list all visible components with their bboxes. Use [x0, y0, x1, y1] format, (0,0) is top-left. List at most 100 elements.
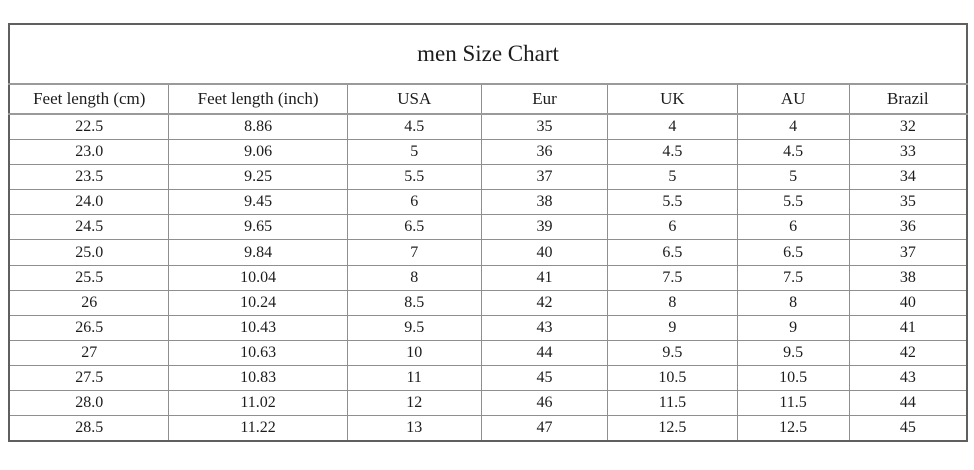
table-row: 27.5 10.83 11 45 10.5 10.5 43	[8, 364, 968, 392]
table-row: 24.5 9.65 6.5 39 6 6 36	[8, 214, 968, 241]
table-cell: 47	[480, 415, 609, 442]
table-cell: 9.06	[168, 139, 348, 166]
table-cell: 43	[480, 314, 609, 341]
table-cell: 11.02	[168, 390, 348, 417]
table-cell: 11	[346, 364, 482, 392]
table-cell: 9.5	[607, 339, 738, 366]
table-cell: 10.43	[168, 314, 348, 341]
table-row: 23.5 9.25 5.5 37 5 5 34	[8, 164, 968, 191]
table-cell: 24.5	[8, 214, 170, 241]
table-cell: 6	[607, 214, 738, 241]
table-cell: 25.0	[8, 239, 170, 266]
men-size-chart-table: men Size Chart Feet length (cm) Feet len…	[8, 23, 968, 443]
table-cell: 40	[480, 239, 609, 266]
table-cell: 10.04	[168, 264, 348, 291]
table-cell: 6	[346, 189, 482, 216]
table-cell: 24.0	[8, 189, 170, 216]
table-cell: 35	[480, 113, 609, 141]
table-cell: 38	[848, 264, 968, 291]
table-cell: 11.5	[736, 390, 850, 417]
table-row: 24.0 9.45 6 38 5.5 5.5 35	[8, 189, 968, 216]
table-cell: 4.5	[736, 139, 850, 166]
table-cell: 23.5	[8, 164, 170, 191]
table-cell: 27.5	[8, 364, 170, 392]
table-cell: 45	[848, 415, 968, 442]
table-cell: 12	[346, 390, 482, 417]
size-chart-container: men Size Chart Feet length (cm) Feet len…	[8, 23, 968, 443]
table-cell: 9.45	[168, 189, 348, 216]
table-cell: 9	[736, 314, 850, 341]
table-cell: 36	[848, 214, 968, 241]
title-row: men Size Chart	[8, 23, 968, 85]
table-cell: 7	[346, 239, 482, 266]
table-cell: 26	[8, 289, 170, 316]
table-cell: 12.5	[736, 415, 850, 442]
table-cell: 6.5	[607, 239, 738, 266]
column-header-feet-cm: Feet length (cm)	[8, 83, 170, 115]
table-cell: 42	[848, 339, 968, 366]
table-cell: 45	[480, 364, 609, 392]
table-cell: 12.5	[607, 415, 738, 442]
table-cell: 9.5	[736, 339, 850, 366]
table-cell: 10.5	[736, 364, 850, 392]
table-cell: 9	[607, 314, 738, 341]
table-cell: 25.5	[8, 264, 170, 291]
table-cell: 36	[480, 139, 609, 166]
table-row: 27 10.63 10 44 9.5 9.5 42	[8, 339, 968, 366]
table-cell: 27	[8, 339, 170, 366]
table-cell: 5	[346, 139, 482, 166]
table-cell: 9.25	[168, 164, 348, 191]
table-cell: 7.5	[607, 264, 738, 291]
table-row: 23.0 9.06 5 36 4.5 4.5 33	[8, 139, 968, 166]
column-header-usa: USA	[346, 83, 482, 115]
table-cell: 5	[607, 164, 738, 191]
table-row: 26 10.24 8.5 42 8 8 40	[8, 289, 968, 316]
column-header-uk: UK	[607, 83, 738, 115]
header-row: Feet length (cm) Feet length (inch) USA …	[8, 83, 968, 115]
table-cell: 8.86	[168, 113, 348, 141]
column-header-eur: Eur	[480, 83, 609, 115]
column-header-au: AU	[736, 83, 850, 115]
table-cell: 44	[480, 339, 609, 366]
table-cell: 10.5	[607, 364, 738, 392]
table-cell: 34	[848, 164, 968, 191]
table-cell: 9.65	[168, 214, 348, 241]
table-cell: 8.5	[346, 289, 482, 316]
table-cell: 10	[346, 339, 482, 366]
table-cell: 7.5	[736, 264, 850, 291]
table-cell: 32	[848, 113, 968, 141]
table-cell: 4	[607, 113, 738, 141]
table-cell: 37	[480, 164, 609, 191]
table-cell: 35	[848, 189, 968, 216]
table-cell: 33	[848, 139, 968, 166]
table-row: 28.0 11.02 12 46 11.5 11.5 44	[8, 390, 968, 417]
table-cell: 44	[848, 390, 968, 417]
table-row: 25.0 9.84 7 40 6.5 6.5 37	[8, 239, 968, 266]
table-cell: 22.5	[8, 113, 170, 141]
table-cell: 5	[736, 164, 850, 191]
table-cell: 10.24	[168, 289, 348, 316]
chart-title: men Size Chart	[8, 23, 968, 85]
table-cell: 4.5	[607, 139, 738, 166]
table-row: 22.5 8.86 4.5 35 4 4 32	[8, 113, 968, 141]
table-cell: 39	[480, 214, 609, 241]
table-cell: 4	[736, 113, 850, 141]
table-row: 25.5 10.04 8 41 7.5 7.5 38	[8, 264, 968, 291]
table-cell: 6.5	[736, 239, 850, 266]
table-cell: 5.5	[346, 164, 482, 191]
table-cell: 8	[346, 264, 482, 291]
table-cell: 41	[480, 264, 609, 291]
table-cell: 41	[848, 314, 968, 341]
table-cell: 4.5	[346, 113, 482, 141]
table-cell: 43	[848, 364, 968, 392]
table-cell: 23.0	[8, 139, 170, 166]
table-cell: 10.83	[168, 364, 348, 392]
table-cell: 9.5	[346, 314, 482, 341]
table-cell: 8	[736, 289, 850, 316]
table-cell: 26.5	[8, 314, 170, 341]
table-cell: 38	[480, 189, 609, 216]
column-header-feet-inch: Feet length (inch)	[168, 83, 348, 115]
table-cell: 40	[848, 289, 968, 316]
column-header-brazil: Brazil	[848, 83, 968, 115]
table-cell: 37	[848, 239, 968, 266]
